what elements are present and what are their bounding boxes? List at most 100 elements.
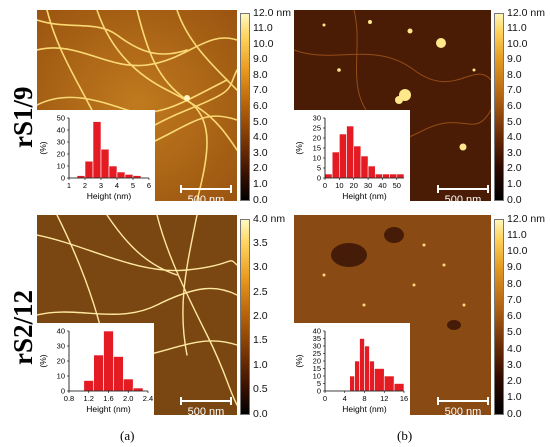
histogram-a-bottom: 0.8 1.2 1.6 2.0 2.4 0 10 20 30 40 Height (nm) (%) bbox=[37, 323, 154, 415]
colorbar-tick-label: 2.0 bbox=[507, 162, 522, 175]
histogram-y-tick-label: 30 bbox=[57, 342, 65, 351]
colorbar-tick-label: 7.0 bbox=[507, 84, 522, 97]
histogram-bar bbox=[93, 354, 104, 392]
colorbar-tick-label: 11.0 bbox=[507, 228, 527, 241]
colorbar-tick-label: 3.5 bbox=[253, 236, 268, 249]
histogram-bar bbox=[369, 360, 375, 392]
histogram-bar bbox=[364, 345, 370, 392]
histogram-y-tick-label: 0 bbox=[317, 174, 321, 183]
histogram-bar bbox=[374, 173, 383, 179]
colorbar-tick-label: 0.0 bbox=[507, 407, 522, 420]
histogram-x-tick-label: 0.8 bbox=[64, 394, 74, 403]
histogram-y-tick-label: 20 bbox=[57, 357, 65, 366]
histogram-x-tick-label: 3 bbox=[99, 181, 103, 190]
histogram-y-tick-label: 50 bbox=[57, 114, 65, 123]
histogram-bar bbox=[108, 165, 118, 179]
colorbar-tick-label: 1.0 bbox=[253, 358, 268, 371]
histogram-y-tick-label: 5 bbox=[317, 379, 321, 388]
histogram-x-tick-label: 50 bbox=[393, 181, 401, 190]
colorbar-tick-label: 4.0 bbox=[507, 131, 522, 144]
colorbar-tick-label: 3.0 bbox=[507, 146, 522, 159]
histogram-y-tick-label: 40 bbox=[313, 327, 321, 336]
histogram-bar bbox=[374, 368, 385, 392]
histogram-bar bbox=[367, 165, 376, 179]
histogram-x-tick-label: 40 bbox=[378, 181, 386, 190]
histogram-bar bbox=[100, 148, 110, 179]
histogram-y-tick-label: 30 bbox=[313, 114, 321, 123]
colorbar-tick-label: 0.5 bbox=[253, 383, 268, 396]
histogram-bar bbox=[103, 330, 114, 392]
histogram-bar bbox=[346, 125, 355, 179]
colorbar-tick-label: 4.0 nm bbox=[253, 212, 286, 225]
colorbar-tick-label: 5.0 bbox=[507, 326, 522, 339]
histogram-x-tick-label: 4 bbox=[343, 394, 347, 403]
histogram-x-tick-label: 1 bbox=[67, 181, 71, 190]
histogram-bar bbox=[353, 145, 362, 179]
histogram-y-tick-label: 20 bbox=[313, 357, 321, 366]
histogram-y-tick-label: 10 bbox=[313, 372, 321, 381]
histogram-y-tick-label: 0 bbox=[317, 387, 321, 396]
histogram-bar bbox=[339, 133, 347, 179]
histogram-y-tick-label: 25 bbox=[313, 124, 321, 133]
histogram-bar bbox=[382, 173, 390, 179]
histogram-y-axis-label: (%) bbox=[38, 141, 48, 154]
colorbar-tick-label: 12.0 nm bbox=[507, 212, 545, 225]
histogram-y-tick-label: 25 bbox=[313, 349, 321, 358]
histogram-bar bbox=[383, 375, 395, 392]
histogram-bar bbox=[116, 171, 126, 179]
colorbar-tick-label: 11.0 bbox=[253, 22, 273, 35]
colorbar-tick-label: 2.0 bbox=[507, 375, 522, 387]
histogram-y-tick-label: 0 bbox=[61, 387, 65, 396]
colorbar-tick-label: 1.0 bbox=[253, 177, 268, 190]
histogram-x-tick-label: 12 bbox=[380, 394, 388, 403]
colorbar-tick-label: 5.0 bbox=[507, 115, 522, 128]
colorbar-tick-label: 1.0 bbox=[507, 177, 522, 190]
histogram-bar bbox=[389, 173, 398, 179]
histogram-y-tick-label: 20 bbox=[313, 134, 321, 143]
colorbar-tick-label: 0.0 bbox=[253, 193, 268, 206]
histogram-x-tick-label: 1.2 bbox=[84, 394, 94, 403]
histogram-bar bbox=[124, 174, 134, 179]
caption-b: (b) bbox=[397, 428, 413, 443]
histogram-b-bottom: 0 4 8 12 16 0 5 10 15 20 25 30 35 40 Height (nm) (%) bbox=[293, 323, 410, 415]
colorbar-b-bottom bbox=[494, 219, 504, 415]
histogram-x-axis-label: Height (nm) bbox=[86, 404, 131, 414]
histogram-x-tick-label: 2.4 bbox=[143, 394, 153, 403]
colorbar-tick-label: 6.0 bbox=[507, 100, 522, 112]
colorbar-tick-label: 0.0 bbox=[507, 193, 522, 206]
histogram-bar bbox=[331, 151, 340, 179]
histogram-y-tick-label: 5 bbox=[317, 164, 321, 173]
colorbar-tick-label: 4.0 bbox=[253, 131, 268, 144]
histogram-y-axis-label: (%) bbox=[294, 141, 304, 154]
colorbar-tick-label: 10.0 bbox=[507, 245, 528, 257]
histogram-bar bbox=[123, 378, 134, 392]
histogram-x-tick-label: 2.0 bbox=[123, 394, 133, 403]
histogram-y-tick-label: 40 bbox=[57, 327, 65, 336]
histogram-a-top: 1 2 3 4 5 6 0 10 20 30 40 50 Height (nm) (%) bbox=[37, 110, 155, 202]
colorbar-tick-label: 1.5 bbox=[253, 334, 268, 347]
histogram-y-tick-label: 35 bbox=[313, 334, 321, 343]
histogram-y-axis-label: (%) bbox=[38, 354, 48, 367]
histogram-bar bbox=[83, 380, 94, 392]
colorbar-a-top bbox=[240, 13, 250, 201]
histogram-bar bbox=[324, 173, 333, 179]
colorbar-tick-label: 8.0 bbox=[507, 68, 522, 81]
histogram-x-axis-label: Height (nm) bbox=[342, 404, 387, 414]
histogram-bar bbox=[396, 173, 405, 179]
colorbar-tick-label: 8.0 bbox=[507, 277, 522, 290]
histogram-x-tick-label: 0 bbox=[323, 181, 327, 190]
histogram-y-tick-label: 20 bbox=[57, 150, 65, 159]
histogram-x-tick-label: 1.6 bbox=[103, 394, 113, 403]
histogram-x-tick-label: 20 bbox=[350, 181, 358, 190]
histogram-bar bbox=[359, 338, 365, 392]
colorbar-tick-label: 12.0 nm bbox=[507, 6, 545, 19]
colorbar-tick-label: 8.0 bbox=[253, 68, 268, 81]
histogram-x-axis-label: Height (nm) bbox=[342, 191, 387, 201]
colorbar-tick-label: 5.0 bbox=[253, 115, 268, 128]
caption-a: (a) bbox=[120, 428, 135, 443]
colorbar-tick-label: 6.0 bbox=[253, 100, 268, 112]
histogram-y-tick-label: 10 bbox=[57, 162, 65, 171]
histogram-y-tick-label: 40 bbox=[57, 126, 65, 135]
colorbar-b-top bbox=[494, 13, 504, 201]
histogram-y-tick-label: 0 bbox=[61, 174, 65, 183]
